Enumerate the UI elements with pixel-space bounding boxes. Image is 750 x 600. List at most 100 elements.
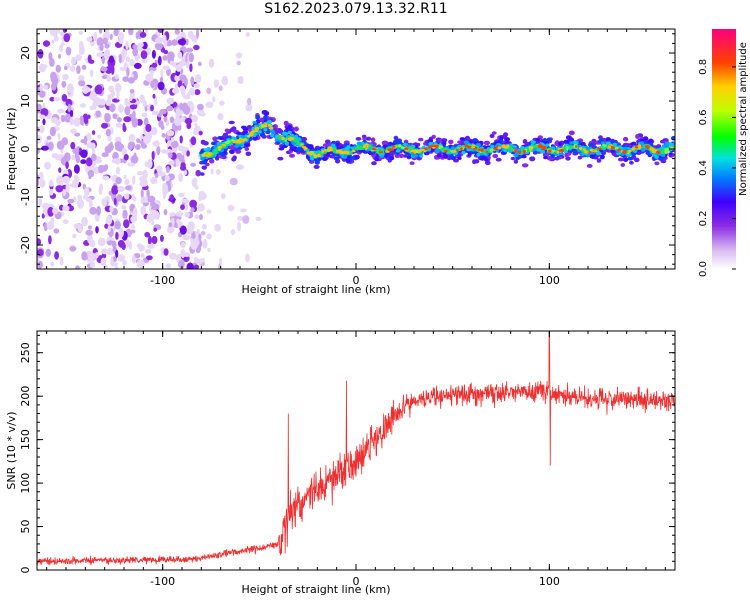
heatmap-cell [131, 224, 136, 230]
heatmap-cell [114, 136, 122, 143]
heatmap-cell [115, 73, 119, 80]
heatmap-cell [668, 142, 673, 147]
heatmap-cell [101, 198, 108, 207]
heatmap-cell [247, 97, 252, 106]
heatmap-cell [110, 90, 116, 98]
heatmap-cell [237, 221, 242, 232]
heatmap-cell [627, 156, 634, 161]
heatmap-cell [177, 38, 186, 46]
heatmap-cell [46, 221, 55, 230]
heatmap-cell [589, 154, 595, 159]
heatmap-cell [395, 149, 401, 153]
heatmap-cell [171, 140, 179, 149]
heatmap-cell [153, 227, 157, 232]
heatmap-cell [643, 136, 649, 142]
heatmap-cell [110, 256, 114, 267]
heatmap-cell [147, 158, 153, 169]
heatmap-cell [228, 120, 235, 125]
heatmap-cell [124, 106, 131, 116]
heatmap-cell [104, 43, 110, 49]
heatmap-cell [76, 65, 81, 75]
y-tick-label: 150 [19, 429, 32, 450]
heatmap-cell [122, 209, 128, 219]
colorbar-tick-label: 0.0 [698, 261, 709, 277]
heatmap-cell [144, 231, 151, 238]
heatmap-cell [134, 144, 141, 150]
heatmap-cell [133, 62, 142, 69]
heatmap-cell [162, 34, 167, 44]
heatmap-cell [85, 157, 93, 167]
heatmap-cell [336, 149, 341, 153]
heatmap-cell [664, 144, 670, 149]
heatmap-cell [162, 55, 168, 61]
heatmap-cell [339, 150, 344, 154]
heatmap-cell [85, 229, 93, 236]
heatmap-cell [218, 146, 222, 149]
heatmap-cell [158, 120, 164, 128]
heatmap-cell [70, 128, 77, 134]
heatmap-cell [78, 30, 84, 35]
heatmap-cell [455, 149, 459, 152]
heatmap-cell [504, 137, 511, 142]
heatmap-cell [167, 39, 172, 46]
y-tick-label: -10 [19, 188, 32, 206]
heatmap-cell [409, 161, 415, 165]
heatmap-cell [88, 225, 92, 230]
heatmap-cell [70, 141, 76, 150]
heatmap-cell [596, 158, 602, 163]
heatmap-cell [178, 260, 185, 269]
heatmap-cell [184, 202, 188, 211]
heatmap-cell [321, 156, 328, 161]
heatmap-cell [150, 104, 154, 112]
heatmap-cell [178, 192, 185, 198]
heatmap-cell [623, 146, 628, 151]
heatmap-cell [452, 152, 458, 156]
heatmap-cell [116, 194, 123, 202]
heatmap-cell [42, 118, 46, 126]
heatmap-cell [463, 140, 469, 145]
heatmap-cell [198, 233, 202, 241]
heatmap-cell [234, 144, 240, 148]
heatmap-cell [508, 146, 513, 150]
heatmap-cell [274, 138, 279, 142]
snr-panel: -100 0 100 0 50 100 150 200 250 Height of straigh… [5, 330, 676, 596]
heatmap-cell [190, 76, 195, 86]
heatmap-cell [42, 40, 51, 47]
heatmap-cell [195, 247, 201, 254]
heatmap-cell [584, 150, 588, 154]
heatmap-cell [73, 223, 80, 229]
heatmap-cell [593, 150, 597, 153]
heatmap-cell [181, 86, 186, 96]
heatmap-cell [237, 76, 244, 84]
heatmap-cell [491, 131, 497, 135]
heatmap-cell [151, 220, 155, 226]
heatmap-cell [490, 144, 495, 149]
heatmap-cell [513, 159, 519, 164]
heatmap-cell [118, 32, 125, 41]
heatmap-cell [131, 117, 139, 128]
heatmap-cell [270, 133, 275, 138]
heatmap-cell [628, 149, 632, 153]
heatmap-cell [58, 53, 61, 59]
heatmap-cell [249, 132, 254, 137]
heatmap-cell [630, 142, 635, 146]
heatmap-cell [171, 39, 179, 46]
heatmap-cell [637, 144, 642, 148]
y-tick-label: 20 [19, 46, 32, 60]
heatmap-cell [163, 115, 168, 123]
heatmap-cell [313, 164, 320, 169]
heatmap-cell [465, 136, 470, 141]
heatmap-cell [147, 235, 152, 245]
heatmap-cell [634, 157, 640, 163]
heatmap-cell [221, 144, 226, 147]
heatmap-cell [122, 125, 127, 132]
heatmap-cell [74, 132, 81, 137]
heatmap-cell [206, 87, 212, 95]
heatmap-cell [190, 207, 195, 213]
heatmap-cell [186, 47, 193, 53]
heatmap-cell [82, 85, 89, 94]
heatmap-cell [136, 259, 145, 269]
heatmap-cell [433, 145, 437, 148]
heatmap-cell [631, 147, 636, 151]
heatmap-cell [184, 77, 188, 87]
